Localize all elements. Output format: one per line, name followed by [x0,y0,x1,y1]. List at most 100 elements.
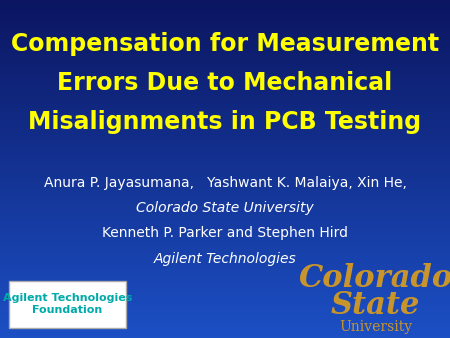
Bar [0,73,450,74]
Bar [0,108,450,110]
Bar [0,17,450,19]
Text: Colorado: Colorado [299,263,450,294]
Bar [0,164,450,166]
Bar [0,66,450,68]
Text: Errors Due to Mechanical: Errors Due to Mechanical [58,71,392,95]
Bar [0,98,450,100]
Bar [0,260,450,262]
Bar [0,238,450,240]
Bar [0,216,450,218]
Bar [0,5,450,7]
Bar [0,117,450,118]
Bar [0,282,450,284]
Bar [0,3,450,5]
Bar [0,252,450,254]
Bar [0,281,450,282]
Bar [0,294,450,296]
Bar [0,267,450,269]
Bar [0,297,450,299]
Bar [0,150,450,152]
Bar [0,292,450,294]
Bar [0,326,450,328]
Bar [0,110,450,112]
Bar [0,314,450,316]
Bar [0,230,450,232]
Text: Compensation for Measurement: Compensation for Measurement [11,32,439,56]
Bar [0,264,450,265]
Bar [0,193,450,194]
Bar [0,78,450,79]
Bar [0,91,450,93]
Bar [0,304,450,306]
Text: Colorado State University: Colorado State University [136,201,314,215]
Bar [0,296,450,297]
Bar [0,8,450,10]
Bar [0,210,450,211]
Bar [0,324,450,326]
Bar [0,35,450,37]
Bar [0,177,450,179]
Bar [0,218,450,220]
Bar [0,81,450,83]
Text: University: University [339,320,412,334]
Bar [0,194,450,196]
Bar [0,198,450,199]
Bar [0,139,450,140]
Bar [0,96,450,98]
Bar [0,240,450,242]
Bar [0,186,450,188]
Bar [0,37,450,39]
Bar [0,316,450,318]
Bar [0,291,450,292]
Bar [0,71,450,73]
Bar [0,279,450,281]
Bar [0,183,450,184]
Bar [0,10,450,12]
Bar [0,132,450,134]
Bar [0,44,450,46]
Bar [0,196,450,198]
Bar [0,103,450,105]
Bar [0,287,450,289]
Bar [0,140,450,142]
Bar [0,303,450,304]
Bar [0,242,450,243]
Bar [0,127,450,128]
Text: Agilent Technologies: Agilent Technologies [153,251,297,266]
Bar [0,32,450,34]
Bar [0,235,450,237]
Bar [0,255,450,257]
Bar [0,57,450,59]
Bar [0,257,450,259]
Bar [0,118,450,120]
Bar [0,46,450,47]
Bar [0,330,450,331]
Bar [0,189,450,191]
Bar [0,275,450,277]
Bar [0,130,450,132]
Bar [0,232,450,233]
Bar [0,179,450,181]
Bar [0,54,450,56]
Bar [0,171,450,172]
Bar [0,289,450,291]
Bar [0,308,450,309]
Bar [0,274,450,275]
Bar [0,204,450,206]
Bar [0,321,450,323]
Bar [0,233,450,235]
Bar [0,286,450,287]
Bar [0,22,450,24]
Bar [0,154,450,155]
Bar [0,90,450,91]
Bar [0,250,450,252]
Bar [0,299,450,301]
Bar [0,245,450,247]
Bar [0,64,450,66]
Bar [0,176,450,177]
Bar [0,225,450,226]
Bar [0,247,450,248]
Bar [0,0,450,2]
Bar [0,215,450,216]
Bar [0,162,450,164]
